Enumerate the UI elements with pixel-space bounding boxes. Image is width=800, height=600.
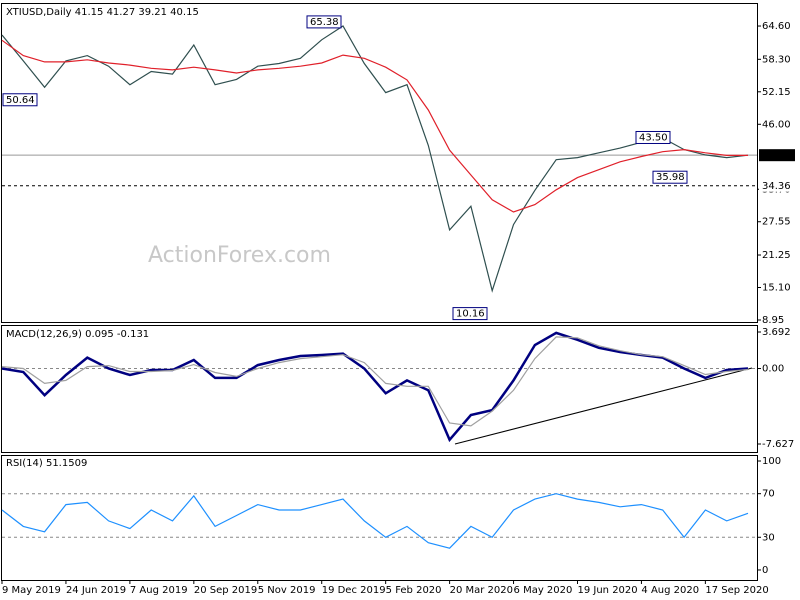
series-line xyxy=(1,331,749,443)
annotation-label: 35.98 xyxy=(656,172,685,183)
panel-title: MACD(12,26,9) 0.095 -0.131 xyxy=(6,329,149,340)
annotation-label: 43.50 xyxy=(639,132,668,143)
annotation-box xyxy=(2,93,38,107)
y-tick-label: 15.10 xyxy=(762,283,791,294)
x-tick-label: 6 May 2020 xyxy=(514,585,573,596)
annotation-box xyxy=(635,130,671,144)
series-line xyxy=(1,336,749,427)
y-tick-label: 0.00 xyxy=(762,364,784,375)
series-line xyxy=(1,25,749,293)
y-tick-label: 46.00 xyxy=(762,119,791,130)
annotation-label: 10.16 xyxy=(456,309,485,320)
annotation-box xyxy=(452,307,488,321)
trend-line xyxy=(454,367,753,445)
price-label-box xyxy=(759,179,795,192)
price-label: 40.15 xyxy=(762,150,791,161)
y-tick-label: 8.95 xyxy=(762,315,784,326)
annotation-box xyxy=(306,15,342,29)
y-tick-label: 21.25 xyxy=(762,250,791,261)
rsi-panel xyxy=(1,455,758,581)
series-line xyxy=(1,39,748,213)
y-tick-label: 100 xyxy=(762,456,781,467)
price-label: 34.36 xyxy=(762,181,791,192)
x-tick-label: 9 May 2019 xyxy=(2,585,61,596)
price-panel xyxy=(1,3,758,323)
x-tick-label: 24 Jun 2019 xyxy=(66,585,126,596)
y-tick-label: 52.15 xyxy=(762,87,791,98)
annotation-label: 50.64 xyxy=(6,95,35,106)
series-line xyxy=(1,493,749,549)
x-tick-label: 7 Aug 2019 xyxy=(130,585,188,596)
y-tick-label: 0 xyxy=(762,565,768,576)
x-tick-label: 5 Feb 2020 xyxy=(386,585,442,596)
y-tick-label: 3.692 xyxy=(762,327,791,338)
annotation-label: 65.38 xyxy=(310,17,339,28)
macd-panel xyxy=(1,325,758,453)
x-tick-label: 5 Nov 2019 xyxy=(258,585,316,596)
y-tick-label: 64.60 xyxy=(762,21,791,32)
y-tick-label: 30 xyxy=(762,532,775,543)
y-tick-label: -7.627 xyxy=(762,439,794,450)
panel-title: RSI(14) 51.1509 xyxy=(6,458,87,469)
watermark: ActionForex.com xyxy=(148,243,331,268)
x-tick-label: 19 Dec 2019 xyxy=(322,585,386,596)
x-tick-label: 19 Jun 2020 xyxy=(577,585,637,596)
panel-title: XTIUSD,Daily 41.15 41.27 39.21 40.15 xyxy=(6,7,199,18)
x-tick-label: 17 Sep 2020 xyxy=(705,585,768,596)
x-tick-label: 20 Mar 2020 xyxy=(450,585,513,596)
y-tick-label: 27.55 xyxy=(762,217,791,228)
x-tick-label: 20 Sep 2019 xyxy=(194,585,257,596)
y-tick-label: 58.30 xyxy=(762,54,791,65)
annotation-box xyxy=(652,170,688,184)
price-label-box xyxy=(759,149,795,162)
x-tick-label: 4 Aug 2020 xyxy=(641,585,699,596)
y-tick-label: 70 xyxy=(762,489,775,500)
